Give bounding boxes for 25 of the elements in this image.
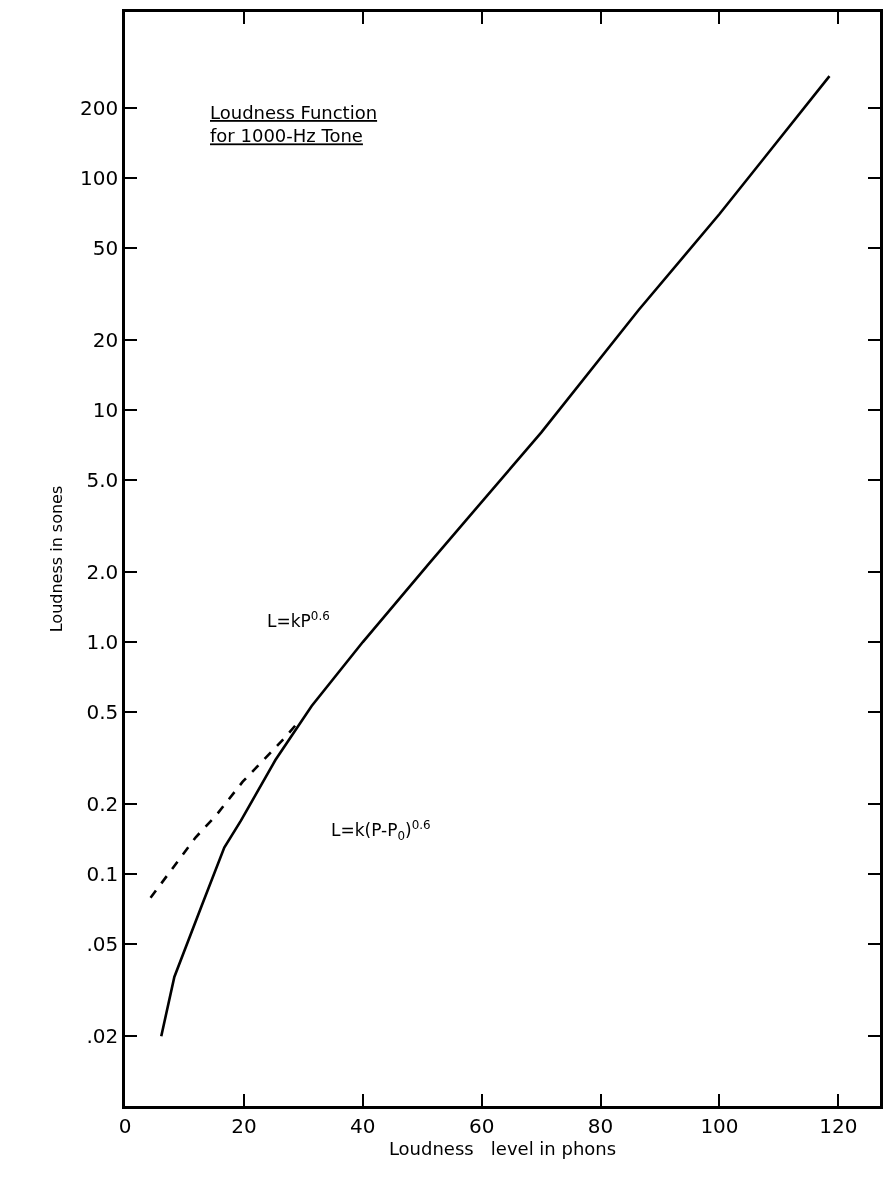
x-tick-label: 0 xyxy=(118,1113,132,1138)
y-tick-label: 100 xyxy=(80,166,119,191)
y-tick-label: 0.5 xyxy=(86,699,119,724)
y-tick-label: 20 xyxy=(92,328,119,353)
y-axis-title: Loudness in sones xyxy=(46,485,66,633)
y-tick-label: 0.1 xyxy=(86,862,119,887)
x-tick-label: 20 xyxy=(231,1113,257,1138)
annotation: L=kP$^{0.6}$ xyxy=(267,609,330,632)
x-tick-label: 100 xyxy=(700,1113,739,1138)
y-tick-label: 5.0 xyxy=(86,467,119,492)
y-tick-label: 10 xyxy=(92,398,119,423)
text: Loudness Function for 1000-Hz Tone xyxy=(210,102,378,147)
y-tick-label: .02 xyxy=(86,1024,119,1049)
y-tick-label: 1.0 xyxy=(86,630,119,655)
annotation: L=k(P-P$_{0}$)$^{0.6}$ xyxy=(331,818,431,843)
y-tick-label: 200 xyxy=(80,96,119,121)
y-tick-label: .05 xyxy=(86,931,119,956)
y-tick-label: 50 xyxy=(92,235,119,260)
y-tick-label: 2.0 xyxy=(86,560,119,585)
y-tick-label: 0.2 xyxy=(86,792,119,817)
x-tick-label: 60 xyxy=(468,1113,495,1138)
x-tick-label: 120 xyxy=(819,1113,858,1138)
x-tick-label: 80 xyxy=(587,1113,614,1138)
x-axis-title: Loudness level in phons xyxy=(388,1137,617,1159)
x-tick-label: 40 xyxy=(350,1113,376,1138)
